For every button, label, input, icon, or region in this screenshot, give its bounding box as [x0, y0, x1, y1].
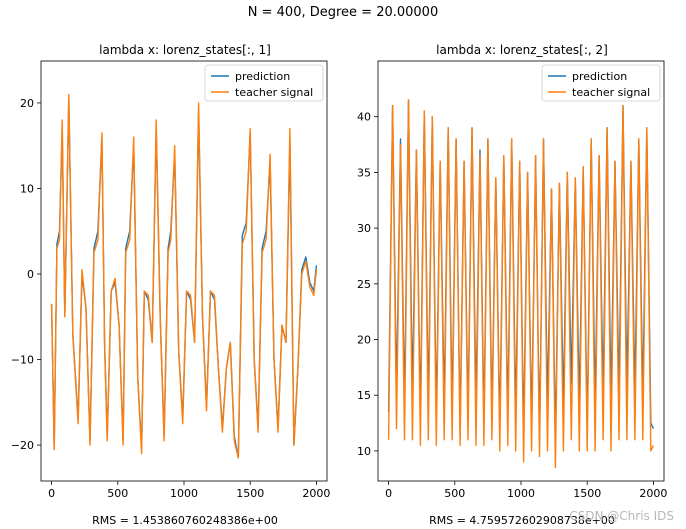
plot2-x-tick-label: 2000 [639, 487, 667, 500]
plot1-legend-label-prediction: prediction [235, 70, 290, 83]
plot2-y-tick-label: 35 [357, 166, 371, 179]
plot1-x-tick-label: 1000 [170, 487, 198, 500]
plot2-x-tick-label: 1000 [507, 487, 535, 500]
plot1-y-tick-label: 10 [20, 182, 34, 195]
plot2-y-tick-label: 15 [357, 389, 371, 402]
plot2-y-tick-label: 30 [357, 222, 371, 235]
plot2-x-tick-label: 1500 [573, 487, 601, 500]
plot2-rms-label: RMS = 4.759572602908738e+00 [429, 514, 615, 527]
plot2-y-tick-label: 25 [357, 278, 371, 291]
plot1-x-tick-label: 0 [48, 487, 55, 500]
plot2-legend-label-prediction: prediction [572, 70, 627, 83]
plot1-x-tick-label: 1500 [236, 487, 264, 500]
plot1-y-tick-label: 20 [20, 97, 34, 110]
plot1-y-tick-label: −20 [11, 439, 34, 452]
plot1-x-tick-label: 2000 [302, 487, 330, 500]
watermark: CSDN @Chris IDS [569, 509, 674, 523]
plot1-series-teacher-signal-line [50, 93, 318, 459]
plot2-title: lambda x: lorenz_states[:, 2] [436, 43, 608, 57]
suptitle: N = 400, Degree = 20.00000 [248, 5, 438, 20]
plot2-x-tick-label: 0 [385, 487, 392, 500]
plot1-y-tick-label: −10 [11, 354, 34, 367]
plot2-y-tick-label: 40 [357, 111, 371, 124]
plot2-y-tick-label: 10 [357, 445, 371, 458]
plot2-legend-box [541, 64, 661, 102]
subplot-1: lambda x: lorenz_states[:, 1] RMS = 1.45… [11, 43, 331, 527]
plot2-series-teacher-signal-line [387, 99, 655, 469]
plot1-title: lambda x: lorenz_states[:, 1] [99, 43, 271, 57]
plot2-y-tick-label: 20 [357, 334, 371, 347]
plot1-legend-box [204, 64, 324, 102]
plot1-axes-frame [40, 60, 328, 482]
plot1-y-tick-label: 0 [27, 268, 34, 281]
plot1-legend-label-teacher-signal: teacher signal [235, 86, 313, 99]
plot2-x-tick-label: 500 [444, 487, 465, 500]
plot1-rms-label: RMS = 1.453860760248386e+00 [92, 514, 278, 527]
plot2-legend-label-teacher-signal: teacher signal [572, 86, 650, 99]
subplot-2: lambda x: lorenz_states[:, 2] RMS = 4.75… [357, 43, 667, 527]
plot1-x-tick-label: 500 [107, 487, 128, 500]
